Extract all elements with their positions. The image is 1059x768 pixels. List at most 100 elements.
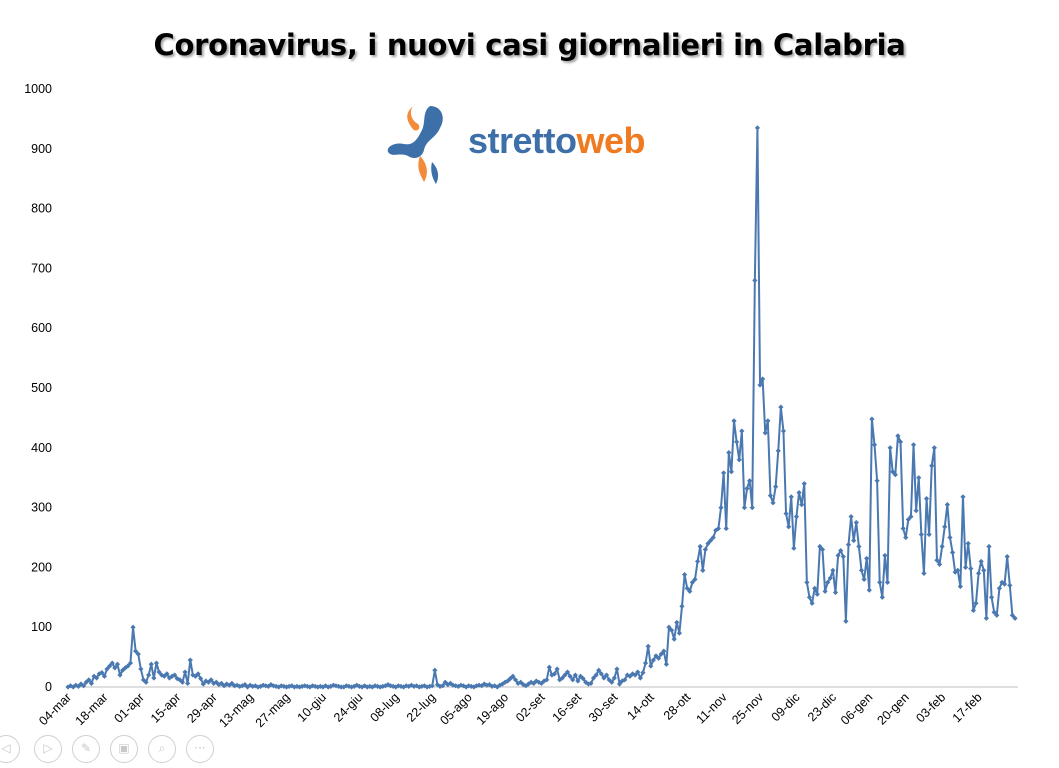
data-point bbox=[619, 678, 625, 684]
y-tick-label: 1000 bbox=[24, 82, 52, 96]
next-icon[interactable]: ▷ bbox=[34, 735, 62, 763]
data-point bbox=[544, 677, 550, 683]
data-point bbox=[731, 418, 737, 424]
data-point bbox=[466, 683, 472, 689]
data-point bbox=[817, 543, 823, 550]
data-point bbox=[668, 627, 675, 633]
data-point bbox=[624, 672, 630, 678]
x-tick-label: 19-ago bbox=[474, 690, 511, 727]
data-point bbox=[887, 445, 893, 451]
data-point bbox=[822, 588, 828, 594]
data-point bbox=[395, 683, 402, 689]
data-point bbox=[385, 682, 391, 688]
x-tick-label: 01-apr bbox=[112, 690, 147, 725]
data-point bbox=[190, 672, 196, 678]
chart-title: Coronavirus, i nuovi casi giornalieri in… bbox=[153, 28, 906, 62]
x-tick-label: 05-ago bbox=[437, 690, 474, 727]
y-tick-label: 200 bbox=[31, 560, 52, 574]
data-point bbox=[635, 669, 641, 675]
prev-icon[interactable]: ◁ bbox=[0, 735, 20, 763]
data-point bbox=[718, 505, 724, 511]
data-point bbox=[986, 543, 992, 550]
data-point bbox=[723, 525, 729, 532]
x-tick-label: 02-set bbox=[513, 690, 548, 725]
data-point bbox=[744, 485, 750, 492]
data-point bbox=[996, 585, 1002, 591]
data-point bbox=[242, 682, 248, 688]
x-tick-label: 13-mag bbox=[216, 690, 256, 730]
data-point bbox=[923, 496, 930, 502]
data-point bbox=[81, 683, 87, 689]
data-point bbox=[229, 680, 235, 687]
data-point bbox=[559, 675, 565, 681]
x-tick-label: 27-mag bbox=[253, 690, 293, 730]
data-point bbox=[596, 667, 602, 673]
data-point bbox=[390, 683, 396, 690]
zoom-icon[interactable]: ⌕ bbox=[148, 735, 176, 763]
data-point bbox=[812, 585, 818, 591]
data-point bbox=[499, 681, 506, 687]
data-point bbox=[671, 636, 677, 642]
data-point bbox=[809, 600, 815, 606]
data-point bbox=[159, 672, 165, 678]
data-point bbox=[650, 657, 656, 663]
data-point bbox=[221, 683, 227, 689]
data-point bbox=[161, 673, 167, 679]
data-point bbox=[900, 525, 906, 532]
x-tick-label: 25-nov bbox=[729, 690, 766, 727]
data-point bbox=[346, 683, 352, 690]
data-point bbox=[408, 682, 415, 688]
data-point bbox=[801, 481, 807, 487]
data-point bbox=[1009, 612, 1015, 618]
data-point bbox=[398, 683, 404, 690]
data-point bbox=[775, 448, 781, 454]
data-point bbox=[432, 667, 438, 673]
data-point bbox=[239, 683, 245, 689]
data-point bbox=[962, 564, 969, 570]
slides-icon[interactable]: ▣ bbox=[110, 735, 138, 763]
data-point bbox=[588, 680, 594, 687]
y-tick-label: 800 bbox=[31, 202, 52, 216]
data-point bbox=[892, 472, 898, 478]
x-tick-label: 10-giu bbox=[295, 690, 330, 725]
data-point bbox=[453, 683, 459, 689]
data-point bbox=[286, 683, 292, 690]
data-point bbox=[117, 672, 123, 678]
data-point bbox=[1007, 582, 1013, 588]
data-point bbox=[140, 677, 147, 683]
data-point bbox=[661, 648, 667, 654]
y-tick-label: 700 bbox=[31, 261, 52, 275]
more-icon[interactable]: ··· bbox=[186, 735, 214, 763]
data-point bbox=[330, 682, 336, 688]
data-point bbox=[572, 672, 578, 678]
y-tick-label: 900 bbox=[31, 142, 52, 156]
data-point bbox=[169, 673, 175, 679]
data-point bbox=[684, 585, 690, 591]
data-point bbox=[882, 552, 888, 559]
data-point bbox=[715, 525, 722, 532]
data-point bbox=[512, 677, 519, 683]
data-point bbox=[970, 607, 976, 614]
x-tick-label: 15-apr bbox=[148, 690, 183, 725]
data-point bbox=[414, 683, 420, 689]
data-point bbox=[312, 683, 318, 690]
data-point bbox=[554, 666, 560, 672]
pen-icon[interactable]: ✎ bbox=[72, 735, 100, 763]
data-point bbox=[374, 683, 381, 690]
data-point bbox=[879, 594, 885, 600]
data-point bbox=[198, 676, 204, 682]
data-point bbox=[884, 579, 891, 585]
data-point bbox=[294, 683, 300, 690]
x-tick-label: 20-gen bbox=[874, 690, 911, 727]
series-line bbox=[67, 126, 1016, 688]
data-point bbox=[955, 567, 961, 573]
data-point bbox=[905, 516, 911, 523]
data-point bbox=[99, 670, 105, 676]
data-point bbox=[835, 552, 841, 559]
data-point bbox=[427, 683, 433, 690]
data-point bbox=[486, 682, 493, 688]
x-tick-label: 03-feb bbox=[913, 690, 948, 725]
x-tick-label: 04-mar bbox=[36, 690, 74, 728]
data-point bbox=[767, 493, 774, 499]
